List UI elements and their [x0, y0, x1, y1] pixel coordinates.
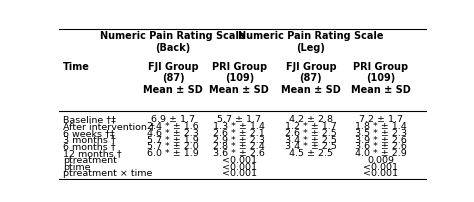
Text: 12 months †: 12 months † — [63, 149, 121, 158]
Text: 2.9 * ± 2.3: 2.9 * ± 2.3 — [213, 136, 265, 144]
Text: <0.001: <0.001 — [363, 169, 398, 178]
Text: FJI Group
(87)
Mean ± SD: FJI Group (87) Mean ± SD — [281, 62, 341, 95]
Text: ptime: ptime — [63, 163, 91, 171]
Text: Time: Time — [63, 62, 90, 72]
Text: Baseline †‡: Baseline †‡ — [63, 115, 116, 124]
Text: 5.7 ± 1.7: 5.7 ± 1.7 — [217, 115, 261, 124]
Text: 1.2 * ± 1.7: 1.2 * ± 1.7 — [285, 122, 337, 131]
Text: 3.4 * ± 2.5: 3.4 * ± 2.5 — [285, 142, 337, 151]
Text: 3 months †: 3 months † — [63, 136, 116, 144]
Text: 6.9 ± 1.7: 6.9 ± 1.7 — [151, 115, 195, 124]
Text: <0.001: <0.001 — [222, 156, 257, 165]
Text: 4.6 * ± 2.3: 4.6 * ± 2.3 — [147, 129, 199, 138]
Text: 4.5 ± 2.5: 4.5 ± 2.5 — [289, 149, 333, 158]
Text: 2.6 * ± 2.5: 2.6 * ± 2.5 — [285, 129, 337, 138]
Text: <0.001: <0.001 — [363, 163, 398, 171]
Text: 5.7 * ± 2.0: 5.7 * ± 2.0 — [147, 142, 199, 151]
Text: ptreatment: ptreatment — [63, 156, 117, 165]
Text: PRI Group
(109)
Mean ± SD: PRI Group (109) Mean ± SD — [351, 62, 410, 95]
Text: 6.0 * ± 1.9: 6.0 * ± 1.9 — [147, 149, 199, 158]
Text: 6 months †: 6 months † — [63, 142, 116, 151]
Text: 3.6 * ± 2.6: 3.6 * ± 2.6 — [355, 142, 407, 151]
Text: 2.8 * ± 2.4: 2.8 * ± 2.4 — [213, 142, 265, 151]
Text: 4.0 * ± 2.9: 4.0 * ± 2.9 — [355, 149, 407, 158]
Text: 4.2 ± 2.8: 4.2 ± 2.8 — [289, 115, 333, 124]
Text: 3.4 * ± 2.5: 3.4 * ± 2.5 — [285, 136, 337, 144]
Text: PRI Group
(109)
Mean ± SD: PRI Group (109) Mean ± SD — [210, 62, 269, 95]
Text: 3.5 * ± 2.3: 3.5 * ± 2.3 — [355, 129, 407, 138]
Text: Numeric Pain Rating Scale
(Leg): Numeric Pain Rating Scale (Leg) — [238, 31, 383, 53]
Text: 1.8 * ± 1.4: 1.8 * ± 1.4 — [355, 122, 407, 131]
Text: 3.6 * ± 2.6: 3.6 * ± 2.6 — [213, 149, 265, 158]
Text: ptreatment × time: ptreatment × time — [63, 169, 152, 178]
Text: 5.7 * ± 1.9: 5.7 * ± 1.9 — [147, 136, 199, 144]
Text: 3.9 * ± 2.6: 3.9 * ± 2.6 — [355, 136, 407, 144]
Text: <0.001: <0.001 — [222, 163, 257, 171]
Text: 2.4 * ± 1.6: 2.4 * ± 1.6 — [147, 122, 199, 131]
Text: <0.001: <0.001 — [222, 169, 257, 178]
Text: FJI Group
(87)
Mean ± SD: FJI Group (87) Mean ± SD — [143, 62, 203, 95]
Text: 2.6 * ± 2.1: 2.6 * ± 2.1 — [213, 129, 265, 138]
Text: Numeric Pain Rating Scale
(Back): Numeric Pain Rating Scale (Back) — [100, 31, 246, 53]
Text: 1.3 * ± 1.4: 1.3 * ± 1.4 — [213, 122, 265, 131]
Text: 7.2 ± 1.7: 7.2 ± 1.7 — [359, 115, 403, 124]
Text: 0.009: 0.009 — [367, 156, 394, 165]
Text: After intervention †: After intervention † — [63, 122, 155, 131]
Text: 6 weeks †‡: 6 weeks †‡ — [63, 129, 115, 138]
